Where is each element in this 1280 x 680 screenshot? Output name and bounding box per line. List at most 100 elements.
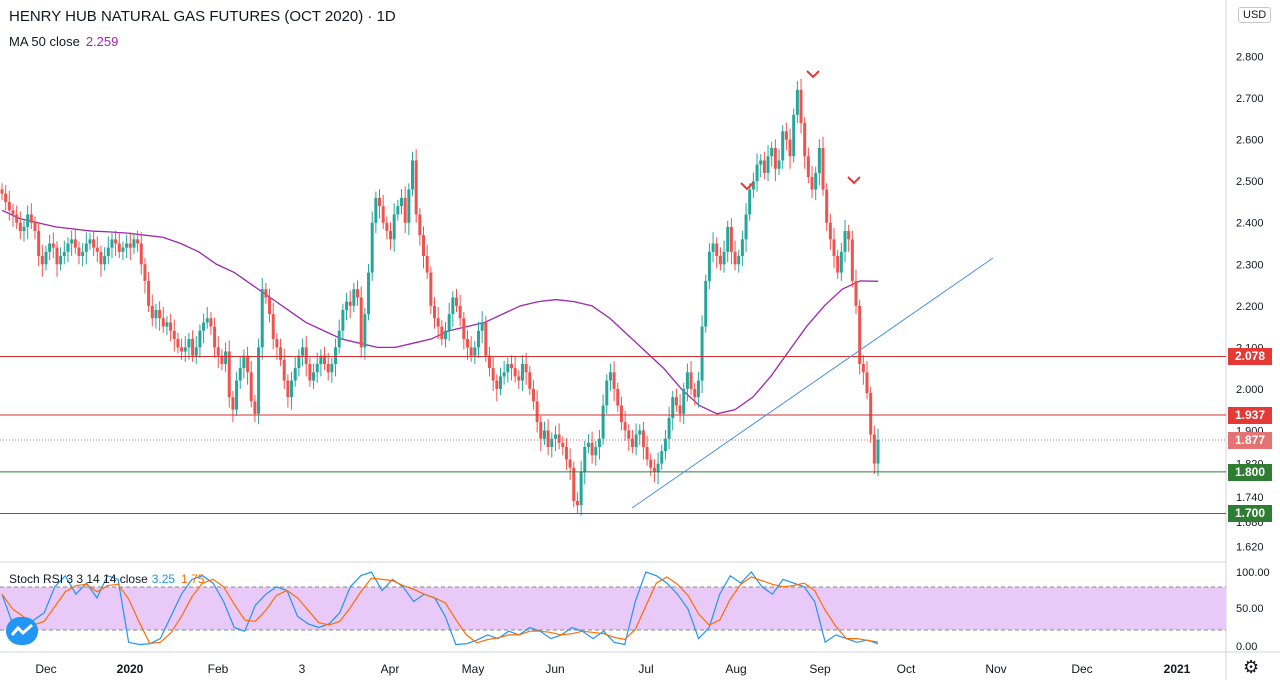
candle-body <box>495 380 499 389</box>
candle-body <box>73 239 77 248</box>
candle-body <box>161 318 165 327</box>
candle-body <box>443 330 447 340</box>
candle-body <box>649 459 653 468</box>
candle-body <box>498 376 502 389</box>
currency-badge[interactable]: USD <box>1238 7 1272 23</box>
candle-body <box>337 330 341 348</box>
candle-body <box>436 318 440 327</box>
candle-body <box>847 231 851 240</box>
candle-body <box>843 231 847 252</box>
trend-line[interactable] <box>631 257 994 509</box>
candle-body <box>128 243 132 248</box>
candle-body <box>282 359 286 381</box>
candle-body <box>345 301 349 310</box>
candle-body <box>751 181 755 190</box>
stoch-label: Stoch RSI 3 3 14 14 close <box>9 572 148 586</box>
candle-body <box>476 330 480 348</box>
candle-body <box>22 226 26 232</box>
candle-body <box>352 289 356 306</box>
candle-body <box>33 222 37 232</box>
candle-body <box>40 255 44 265</box>
candle-body <box>304 347 308 364</box>
candle-body <box>411 160 415 190</box>
time-tick-label: Aug <box>725 662 746 676</box>
candle-body <box>784 131 788 140</box>
candle-body <box>356 289 360 298</box>
candle-body <box>748 189 752 215</box>
candle-body <box>348 301 352 306</box>
candle-body <box>506 363 510 373</box>
candle-body <box>308 363 312 381</box>
candle-body <box>766 156 770 173</box>
candle-body <box>715 243 719 256</box>
candle-body <box>92 239 96 248</box>
candle-body <box>62 251 66 256</box>
candle-body <box>553 434 557 439</box>
price-tick-label: 2.700 <box>1236 93 1264 105</box>
candle-body <box>733 251 737 265</box>
candle-body <box>249 372 253 402</box>
candle-body <box>220 355 224 364</box>
candle-body <box>396 206 400 215</box>
candle-body <box>832 239 836 256</box>
candle-body <box>469 347 473 356</box>
candle-body <box>619 405 623 423</box>
candle-body <box>612 372 616 389</box>
stoch-legend: Stoch RSI 3 3 14 14 close 3.25 1.75 <box>9 572 204 586</box>
stoch-k-line <box>1 571 879 646</box>
candle-body <box>770 147 774 157</box>
candle-body <box>37 231 41 256</box>
candle-body <box>293 368 297 381</box>
time-tick-label: Dec <box>1071 662 1092 676</box>
time-tick-label: Sep <box>809 662 831 676</box>
candle-body <box>235 380 239 410</box>
candle-body <box>586 442 590 448</box>
price-badge-support: 1.800 <box>1228 463 1272 481</box>
time-tick-label: 2020 <box>117 662 144 676</box>
candle-body <box>51 243 55 248</box>
stoch-tick-label: 0.00 <box>1236 641 1257 653</box>
price-tick-label: 2.300 <box>1236 259 1264 271</box>
stoch-d-value: 1.75 <box>181 572 205 586</box>
candle-body <box>638 430 642 435</box>
candle-body <box>165 322 169 327</box>
candle-body <box>454 297 458 306</box>
candle-body <box>319 355 323 364</box>
price-tick-label: 2.800 <box>1236 52 1264 64</box>
candle-body <box>106 247 110 256</box>
candle-body <box>205 318 209 323</box>
peak-marker-right <box>847 176 861 185</box>
candle-body <box>18 222 22 232</box>
candle-body <box>290 380 294 398</box>
candle-body <box>172 330 176 340</box>
candle-body <box>95 247 99 252</box>
candle-body <box>487 355 491 369</box>
candle-body <box>480 322 484 331</box>
candle-body <box>810 177 814 190</box>
price-tick-label: 2.000 <box>1236 384 1264 396</box>
candle-body <box>246 355 250 373</box>
time-tick-label: Dec <box>35 662 56 676</box>
candle-body <box>777 160 781 169</box>
candle-body <box>418 214 422 236</box>
candle-body <box>330 363 334 373</box>
candle-body <box>744 214 748 240</box>
candle-body <box>517 376 521 381</box>
candle-body <box>253 401 257 414</box>
candle-body <box>264 289 268 298</box>
settings-gear-icon[interactable]: ⚙ <box>1243 657 1260 677</box>
candle-body <box>136 239 140 244</box>
ma-legend: MA 50 close 2.259 <box>9 34 118 49</box>
ma-line-layer <box>1 209 879 415</box>
candle-body <box>641 430 645 448</box>
candle-body <box>660 451 664 464</box>
candle-body <box>81 251 85 256</box>
candle-body <box>326 363 330 373</box>
candle-body <box>213 326 217 348</box>
candle-body <box>301 347 305 356</box>
candle-body <box>685 372 689 389</box>
candle-body <box>202 322 206 331</box>
tradingview-logo-icon[interactable] <box>6 617 38 645</box>
price-tick-label: 2.400 <box>1236 218 1264 230</box>
